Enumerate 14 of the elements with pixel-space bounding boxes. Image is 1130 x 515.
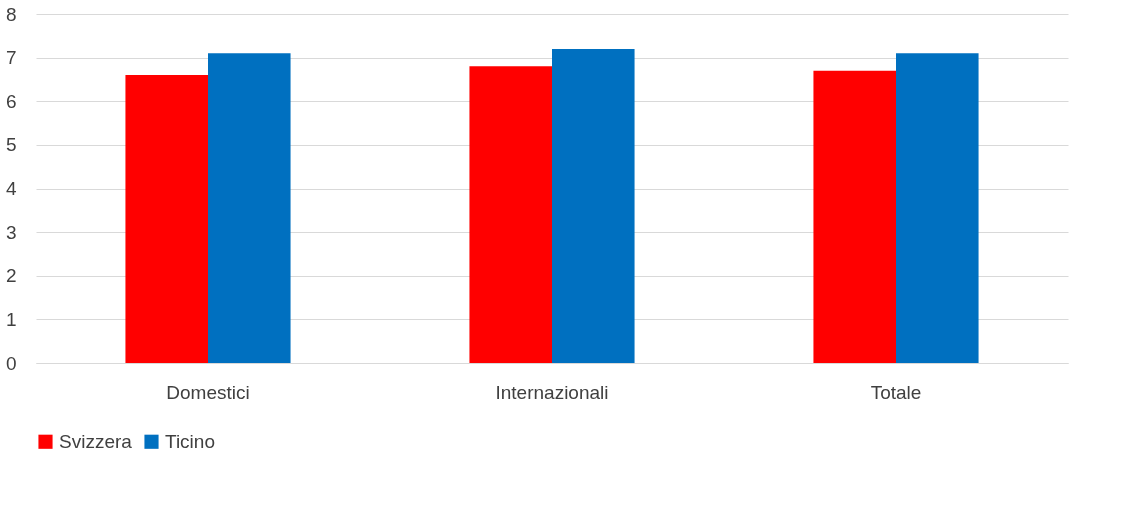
y-tick-label: 7 xyxy=(5,47,17,69)
x-tick-label: Totale xyxy=(870,381,922,403)
y-tick-label: 2 xyxy=(5,265,17,287)
y-tick-label: 8 xyxy=(5,3,17,25)
legend-label: Ticino xyxy=(165,430,215,452)
y-tick-label: 0 xyxy=(5,352,17,374)
legend-label: Svizzera xyxy=(59,430,133,452)
y-tick-label: 5 xyxy=(5,134,17,156)
y-tick-label: 1 xyxy=(5,308,17,330)
x-tick-label: Internazionali xyxy=(495,381,609,403)
y-tick-label: 6 xyxy=(5,90,17,112)
x-tick-label: Domestici xyxy=(166,381,250,403)
y-tick-label: 3 xyxy=(5,221,17,243)
y-tick-label: 4 xyxy=(5,178,17,199)
